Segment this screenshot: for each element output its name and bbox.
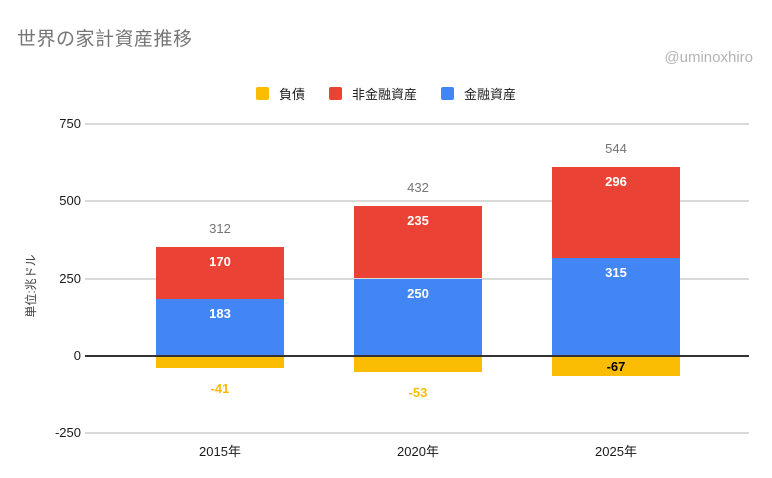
y-tick-label: 750: [59, 116, 81, 131]
total-value-label: 312: [209, 220, 231, 236]
segment-value-label: -67: [606, 359, 626, 375]
y-tick-label: 500: [59, 193, 81, 209]
y-tick-label: -250: [54, 425, 81, 440]
segment-value-label: 170: [209, 253, 231, 269]
gridline: [85, 200, 749, 203]
chart-title: 世界の家計資産推移: [17, 29, 193, 50]
bar-segment: [354, 278, 482, 356]
segment-value-label: 296: [605, 173, 627, 189]
bar-segment: [156, 299, 284, 356]
bar-segment: [552, 258, 680, 356]
y-tick-label: 0: [73, 347, 81, 363]
segment-value-label: 235: [407, 212, 429, 228]
bar-segment: [552, 166, 680, 259]
legend-item: 負債: [255, 84, 305, 103]
negative-value-label: -41: [210, 381, 230, 397]
x-axis-category-label: 2025年: [595, 444, 637, 459]
y-tick-label: 250: [59, 270, 81, 286]
x-axis-category-label: 2020年: [397, 444, 439, 459]
legend-swatch-icon: [255, 87, 269, 100]
legend: 負債 非金融資産 金融資産: [0, 84, 772, 103]
legend-label: 負債: [278, 87, 305, 102]
bar-segment-negative: [552, 355, 680, 377]
total-value-label: 432: [407, 179, 429, 195]
negative-value-label: -53: [408, 385, 428, 401]
watermark-text: @uminoxhiro: [664, 49, 753, 66]
total-value-label: 544: [605, 140, 627, 156]
gridline: [85, 432, 749, 434]
segment-value-label: 315: [605, 265, 627, 281]
gridline: [85, 123, 749, 125]
legend-label: 金融資産: [464, 87, 517, 102]
legend-swatch-icon: [328, 87, 342, 100]
legend-item: 金融資産: [441, 84, 516, 103]
zero-gridline: [85, 354, 749, 357]
bar-segment: [354, 205, 482, 279]
bar-segment-negative: [354, 355, 482, 373]
bar-segment: [156, 246, 284, 300]
y-axis-title: 単位:兆ドル: [24, 254, 38, 318]
legend-label: 非金融資産: [351, 87, 417, 102]
legend-swatch-icon: [441, 87, 454, 100]
legend-item: 非金融資産: [328, 84, 417, 103]
x-axis-category-label: 2015年: [199, 444, 241, 459]
segment-value-label: 183: [209, 306, 231, 322]
bar-segment-negative: [156, 355, 284, 369]
segment-value-label: 250: [407, 285, 429, 301]
